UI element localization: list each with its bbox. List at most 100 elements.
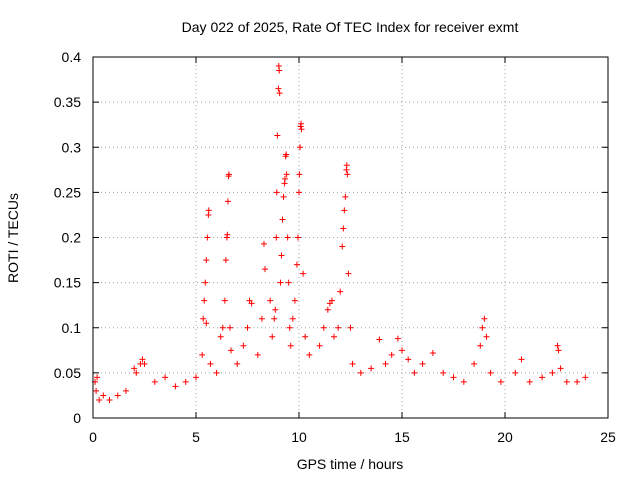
data-point: [213, 369, 220, 376]
y-tick-label: 0.35: [54, 94, 81, 110]
data-point: [200, 315, 207, 322]
data-point: [202, 279, 209, 286]
data-point: [274, 132, 281, 139]
data-point: [141, 360, 148, 367]
data-point: [335, 324, 342, 331]
data-point: [151, 378, 158, 385]
data-point: [343, 162, 350, 169]
data-point: [279, 216, 286, 223]
x-axis-label: GPS time / hours: [297, 456, 404, 472]
data-point: [388, 351, 395, 358]
y-tick-label: 0.4: [62, 49, 82, 65]
data-point: [277, 279, 284, 286]
data-point: [302, 333, 309, 340]
x-tick-label: 5: [192, 429, 200, 445]
data-point: [497, 378, 504, 385]
grid: [93, 57, 608, 418]
data-point: [349, 360, 356, 367]
y-tick-label: 0.1: [62, 320, 82, 336]
y-tick-label: 0.15: [54, 275, 81, 291]
data-point: [203, 320, 210, 327]
data-point: [131, 365, 138, 372]
data-point: [450, 374, 457, 381]
data-point: [278, 252, 285, 259]
data-point: [405, 356, 412, 363]
data-point: [293, 261, 300, 268]
data-point: [281, 175, 288, 182]
data-point: [320, 324, 327, 331]
data-point: [483, 333, 490, 340]
data-point: [139, 356, 146, 363]
data-point: [440, 369, 447, 376]
data-point: [225, 171, 232, 178]
y-tick-label: 0.05: [54, 365, 81, 381]
data-point: [471, 360, 478, 367]
data-point: [539, 374, 546, 381]
data-point: [460, 378, 467, 385]
data-point: [221, 297, 228, 304]
data-point: [285, 279, 292, 286]
data-point: [273, 234, 280, 241]
data-point: [272, 306, 279, 313]
data-point: [296, 171, 303, 178]
data-point: [512, 369, 519, 376]
data-point: [331, 333, 338, 340]
data-point: [382, 360, 389, 367]
data-point: [294, 234, 301, 241]
data-point: [267, 297, 274, 304]
data-point: [224, 231, 231, 238]
data-point: [224, 198, 231, 205]
data-point: [204, 234, 211, 241]
data-point: [182, 378, 189, 385]
x-tick-label: 25: [600, 429, 616, 445]
data-point: [193, 374, 199, 381]
data-point: [554, 342, 561, 349]
y-tick-label: 0.2: [62, 230, 82, 246]
data-point: [122, 387, 129, 394]
data-point: [219, 324, 226, 331]
data-point: [477, 342, 484, 349]
data-point: [563, 378, 570, 385]
data-point: [298, 120, 305, 127]
data-point: [582, 374, 589, 381]
data-point: [201, 297, 208, 304]
data-point: [296, 189, 302, 196]
data-point: [93, 387, 100, 394]
data-point: [286, 324, 293, 331]
data-point: [240, 342, 247, 349]
data-point: [203, 257, 210, 264]
data-point: [280, 193, 287, 200]
data-point: [291, 297, 298, 304]
data-point: [368, 365, 375, 372]
data-point: [273, 189, 280, 196]
data-point: [345, 270, 352, 277]
data-point: [526, 378, 533, 385]
data-point: [339, 243, 346, 250]
data-point: [298, 126, 305, 133]
data-point: [479, 324, 486, 331]
data-point: [276, 67, 283, 74]
data-point: [394, 335, 401, 342]
data-point: [289, 315, 296, 322]
x-tick-label: 20: [497, 429, 513, 445]
data-point: [347, 324, 354, 331]
data-point: [283, 151, 290, 158]
y-tick-label: 0: [73, 410, 81, 426]
data-point: [275, 85, 282, 92]
data-point: [205, 207, 212, 214]
data-point: [411, 369, 418, 376]
y-tick-label: 0.3: [62, 139, 82, 155]
data-point: [342, 193, 349, 200]
data-point: [376, 336, 383, 343]
data-point: [316, 342, 323, 349]
data-point: [248, 300, 255, 307]
data-markers: [92, 63, 589, 403]
data-point: [340, 225, 347, 232]
data-point: [199, 351, 206, 358]
data-point: [271, 315, 278, 322]
data-point: [283, 171, 290, 178]
chart-title: Day 022 of 2025, Rate Of TEC Index for r…: [182, 19, 519, 35]
data-point: [284, 234, 291, 241]
data-point: [518, 356, 525, 363]
data-point: [287, 342, 294, 349]
